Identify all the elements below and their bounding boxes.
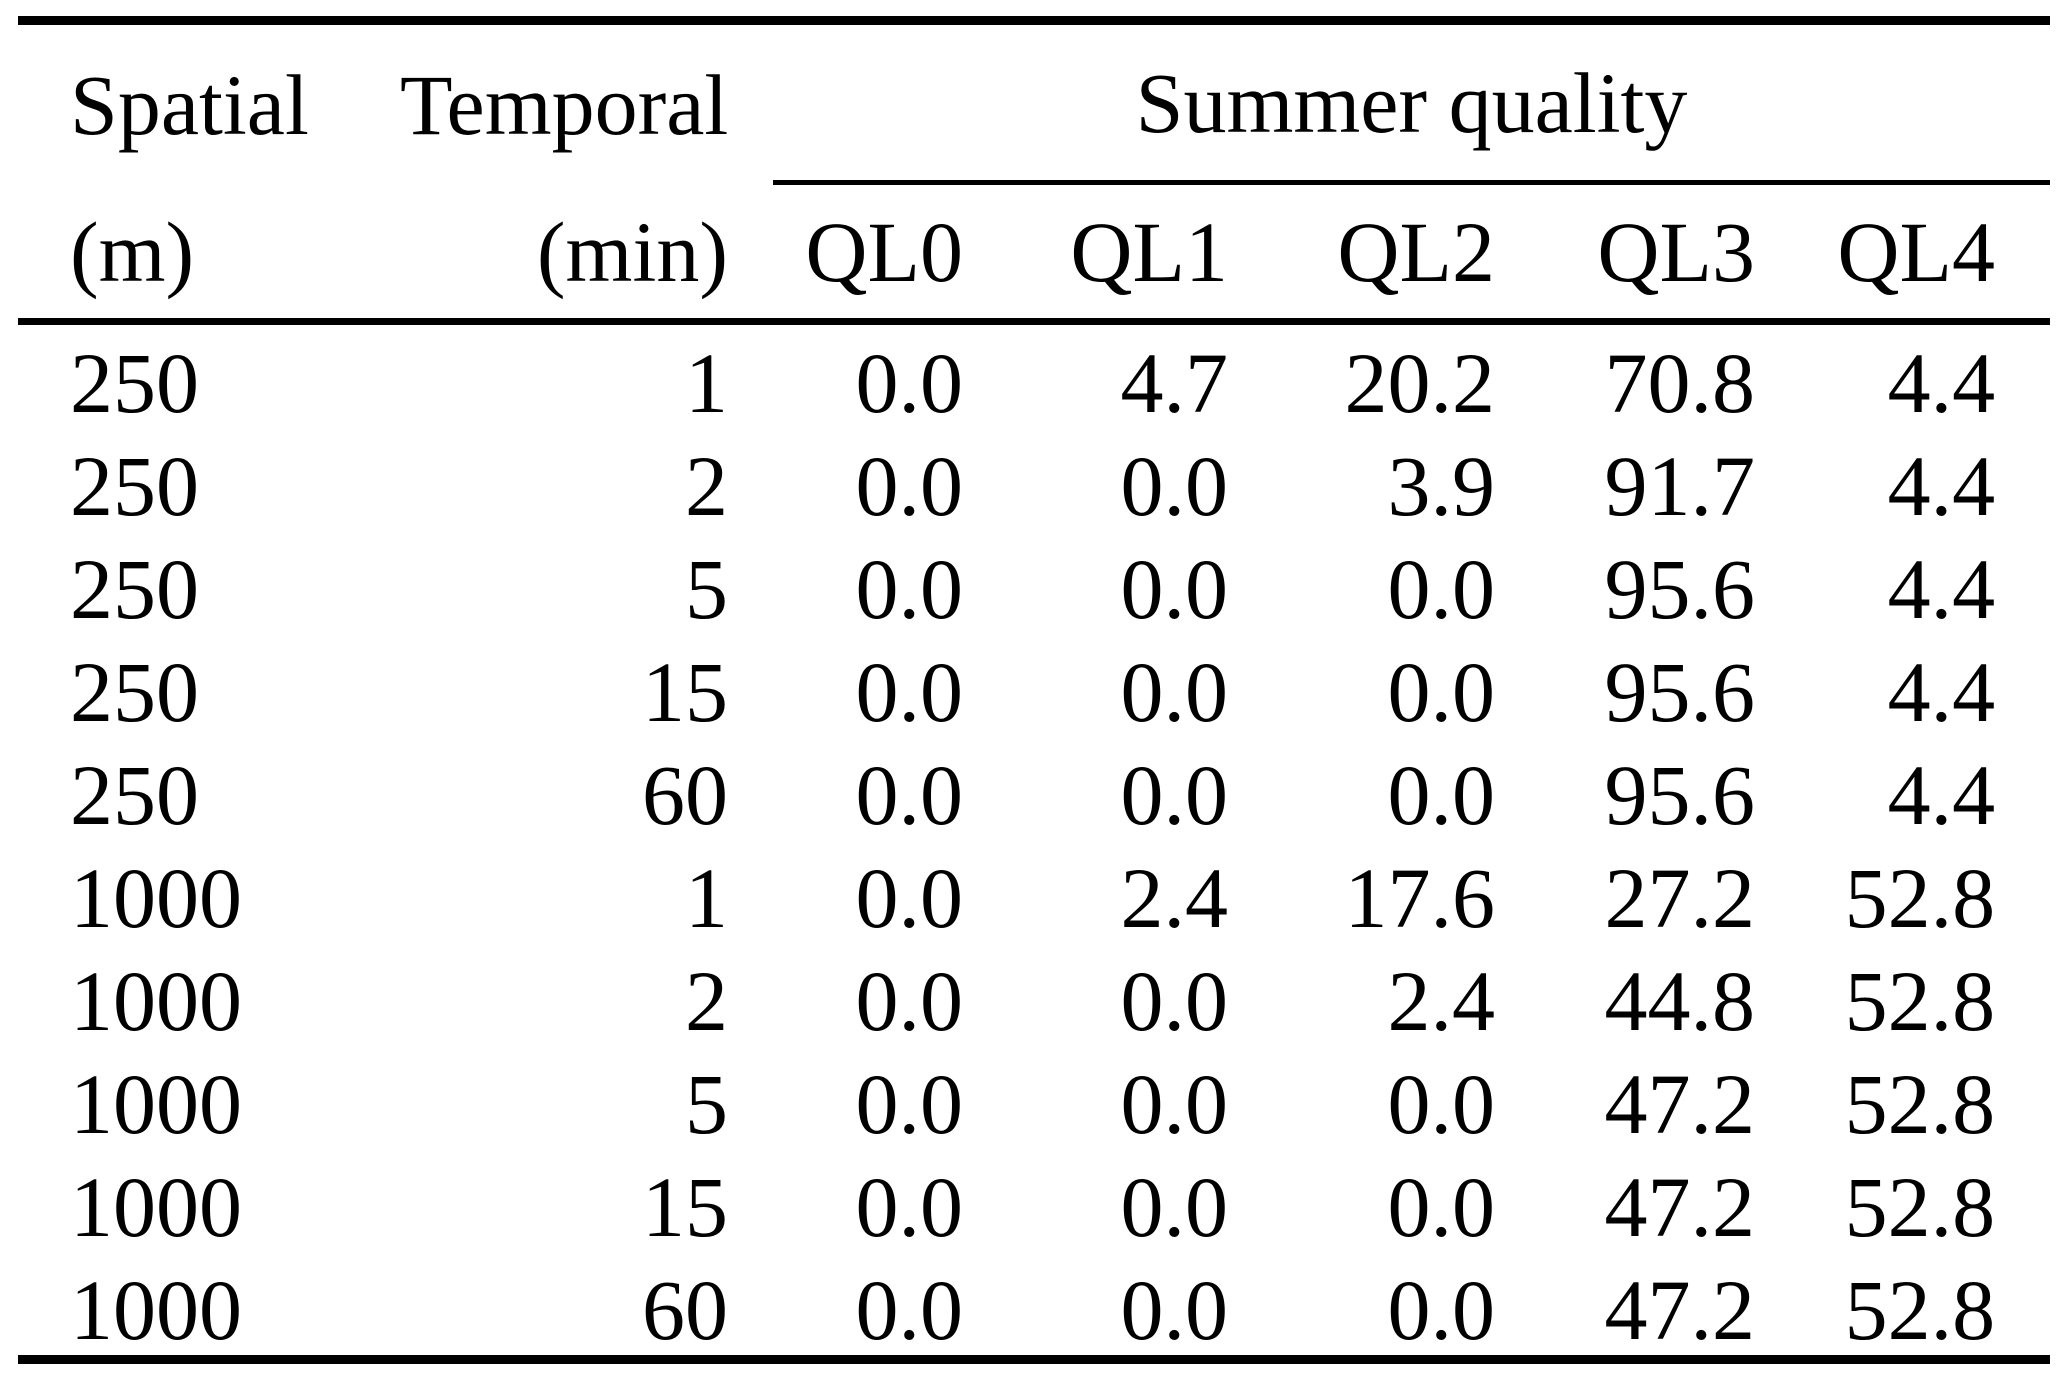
table-row: 250 5 0.0 0.0 0.0 95.6 4.4 (18, 531, 2050, 634)
header-row-2: (m) (min) QL0 QL1 QL2 QL3 QL4 (18, 185, 2051, 325)
ql3-cell: 27.2 (1604, 849, 1756, 946)
table-row: 1000 5 0.0 0.0 0.0 47.2 52.8 (18, 1046, 2050, 1149)
ql1-cell: 0.0 (1120, 1261, 1229, 1358)
ql2-cell: 2.4 (1387, 952, 1496, 1049)
temporal-column-header: Temporal (400, 57, 729, 153)
ql1-cell: 0.0 (1120, 746, 1229, 843)
ql2-column-header: QL2 (1228, 185, 1495, 325)
ql0-cell: 0.0 (855, 643, 964, 740)
ql4-cell: 52.8 (1844, 849, 1996, 946)
ql4-cell: 52.8 (1844, 952, 1996, 1049)
ql1-cell: 0.0 (1120, 643, 1229, 740)
ql3-cell: 47.2 (1604, 1261, 1756, 1358)
table-row: 250 15 0.0 0.0 0.0 95.6 4.4 (18, 634, 2050, 737)
ql3-column-header: QL3 (1495, 185, 1755, 325)
spatial-cell: 250 (70, 746, 199, 843)
summer-quality-rule: Summer quality (773, 25, 2051, 185)
spatial-cell: 250 (70, 437, 199, 534)
spatial-cell: 250 (70, 540, 199, 637)
spatial-unit-label: (m) (18, 185, 400, 325)
spatial-cell: 250 (70, 643, 199, 740)
ql1-cell: 0.0 (1120, 952, 1229, 1049)
ql1-column-header: QL1 (963, 185, 1228, 325)
table-body: 250 1 0.0 4.7 20.2 70.8 4.4 250 2 0.0 0.0 3.9 91.7 4.… (18, 325, 2050, 1355)
header-row-1: Spatial Temporal Summer quality (18, 25, 2051, 185)
temporal-cell: 5 (685, 1055, 728, 1152)
ql4-cell: 4.4 (1887, 334, 1996, 431)
ql2-cell: 0.0 (1387, 1261, 1496, 1358)
table-row: 250 60 0.0 0.0 0.0 95.6 4.4 (18, 737, 2050, 840)
ql4-column-header: QL4 (1755, 185, 2051, 325)
ql4-cell: 52.8 (1844, 1261, 1996, 1358)
ql0-cell: 0.0 (855, 1261, 964, 1358)
ql0-cell: 0.0 (855, 1158, 964, 1255)
ql0-cell: 0.0 (855, 1055, 964, 1152)
table-row: 1000 1 0.0 2.4 17.6 27.2 52.8 (18, 840, 2050, 943)
ql2-cell: 0.0 (1387, 1055, 1496, 1152)
ql0-cell: 0.0 (855, 952, 964, 1049)
ql1-cell: 4.7 (1120, 334, 1229, 431)
spatial-cell: 1000 (70, 952, 242, 1049)
ql4-cell: 4.4 (1887, 643, 1996, 740)
ql2-cell: 3.9 (1387, 437, 1496, 534)
summer-quality-table: Spatial Temporal Summer quality (m) (min… (18, 16, 2051, 1364)
ql3-cell: 95.6 (1604, 746, 1756, 843)
temporal-unit-label: (min) (400, 185, 728, 325)
temporal-cell: 60 (642, 1261, 728, 1358)
temporal-cell: 1 (685, 849, 728, 946)
table-row: 1000 15 0.0 0.0 0.0 47.2 52.8 (18, 1149, 2050, 1252)
spatial-cell: 1000 (70, 1055, 242, 1152)
spatial-cell: 1000 (70, 849, 242, 946)
table-row: 250 1 0.0 4.7 20.2 70.8 4.4 (18, 325, 2050, 428)
ql0-cell: 0.0 (855, 540, 964, 637)
table-row: 1000 2 0.0 0.0 2.4 44.8 52.8 (18, 943, 2050, 1046)
ql0-cell: 0.0 (855, 746, 964, 843)
ql1-cell: 0.0 (1120, 540, 1229, 637)
ql0-cell: 0.0 (855, 437, 964, 534)
spatial-cell: 250 (70, 334, 199, 431)
ql2-cell: 0.0 (1387, 1158, 1496, 1255)
ql0-cell: 0.0 (855, 334, 964, 431)
temporal-cell: 2 (685, 952, 728, 1049)
summer-quality-group-header: Summer quality (728, 25, 2051, 185)
ql3-cell: 47.2 (1604, 1158, 1756, 1255)
spatial-cell: 1000 (70, 1158, 242, 1255)
summer-quality-label: Summer quality (1135, 54, 1688, 151)
ql4-cell: 4.4 (1887, 540, 1996, 637)
table-row: 250 2 0.0 0.0 3.9 91.7 4.4 (18, 428, 2050, 531)
ql2-cell: 17.6 (1344, 849, 1496, 946)
ql2-cell: 0.0 (1387, 643, 1496, 740)
ql4-cell: 4.4 (1887, 746, 1996, 843)
ql2-cell: 0.0 (1387, 746, 1496, 843)
temporal-cell: 2 (685, 437, 728, 534)
temporal-cell: 60 (642, 746, 728, 843)
ql4-cell: 52.8 (1844, 1158, 1996, 1255)
ql2-cell: 20.2 (1344, 334, 1496, 431)
temporal-cell: 5 (685, 540, 728, 637)
table-header: Spatial Temporal Summer quality (m) (min… (18, 25, 2051, 325)
ql0-cell: 0.0 (855, 849, 964, 946)
spatial-column-header: Spatial (70, 57, 309, 153)
ql4-cell: 52.8 (1844, 1055, 1996, 1152)
ql1-cell: 0.0 (1120, 437, 1229, 534)
ql3-cell: 70.8 (1604, 334, 1756, 431)
ql3-cell: 44.8 (1604, 952, 1756, 1049)
ql1-cell: 2.4 (1120, 849, 1229, 946)
ql3-cell: 95.6 (1604, 540, 1756, 637)
ql2-cell: 0.0 (1387, 540, 1496, 637)
ql4-cell: 4.4 (1887, 437, 1996, 534)
ql3-cell: 47.2 (1604, 1055, 1756, 1152)
ql1-cell: 0.0 (1120, 1055, 1229, 1152)
ql1-cell: 0.0 (1120, 1158, 1229, 1255)
ql3-cell: 95.6 (1604, 643, 1756, 740)
ql0-column-header: QL0 (728, 185, 963, 325)
temporal-cell: 15 (642, 1158, 728, 1255)
ql3-cell: 91.7 (1604, 437, 1756, 534)
temporal-cell: 15 (642, 643, 728, 740)
table-row: 1000 60 0.0 0.0 0.0 47.2 52.8 (18, 1252, 2050, 1355)
temporal-cell: 1 (685, 334, 728, 431)
spatial-cell: 1000 (70, 1261, 242, 1358)
